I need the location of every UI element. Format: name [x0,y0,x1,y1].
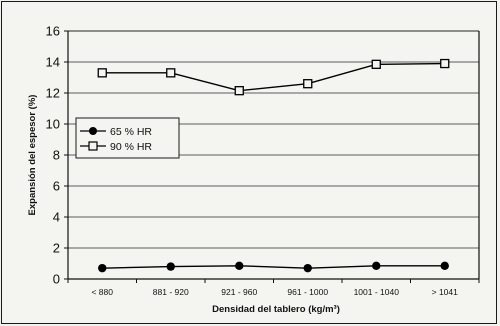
legend: 65 % HR 90 % HR [75,117,180,159]
x-tick-label: < 880 [91,287,113,297]
y-tick-label: 10 [46,117,60,132]
legend-box [75,117,180,159]
y-axis-label: Expansión del espesor (%) [27,95,38,216]
x-axis-label: Densidad del tablero (kg/m³) [212,304,340,315]
data-point-90-hr [371,59,381,69]
x-tick-label: 1001 - 1040 [354,287,400,297]
x-tick-label: 921 - 960 [221,287,257,297]
y-tick-label: 2 [53,241,60,256]
y-tick-label: 6 [53,179,60,194]
legend-marker-65 [89,127,97,135]
y-tick-label: 16 [46,24,60,39]
data-point-90-hr [303,79,313,89]
y-tick-label: 0 [53,272,60,287]
y-tick-label: 8 [53,148,60,163]
x-tick-label: 961 - 1000 [287,287,328,297]
y-tick-label: 4 [53,210,60,225]
x-tick-labels: < 880 881 - 920 921 - 960 961 - 1000 1001 - … [91,287,458,297]
data-point-90-hr [166,68,176,78]
y-tick-label: 12 [46,86,60,101]
legend-marker-90 [88,141,98,151]
data-point-65-hr [235,261,244,271]
x-tick-label: 881 - 920 [153,287,189,297]
data-point-65-hr [372,261,381,271]
data-point-90-hr [440,58,450,69]
data-point-65-hr [166,262,175,271]
data-point-65-hr [440,261,449,271]
axes [67,30,480,283]
series-lines [97,58,450,273]
y-tick-label: 14 [46,55,60,70]
legend-label-65: 65 % HR [110,126,152,138]
data-point-90-hr [234,86,244,96]
legend-label-90: 90 % HR [110,141,152,153]
data-point-65-hr [303,263,312,273]
x-tick-label: > 1041 [432,287,459,297]
series-line-1 [102,62,445,92]
series-line-0 [102,265,445,269]
data-point-90-hr [97,68,107,78]
data-point-65-hr [98,263,107,273]
y-tick-labels: 0 2 4 6 8 10 12 14 16 [46,24,60,287]
